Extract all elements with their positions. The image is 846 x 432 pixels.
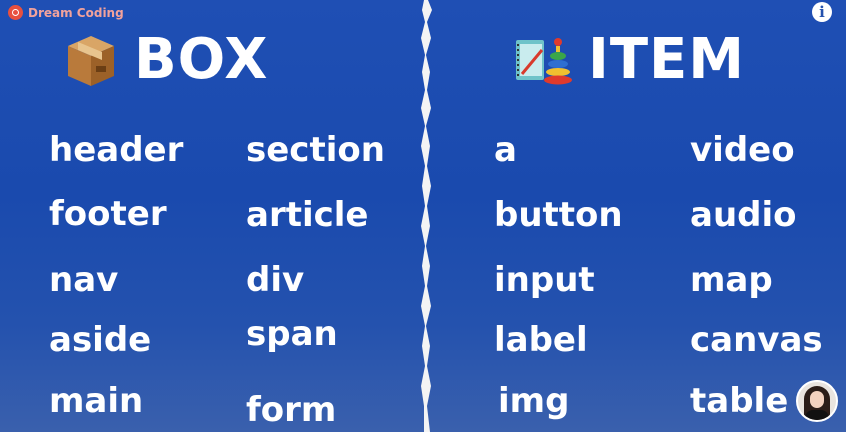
item-heading: ITEM (512, 28, 745, 92)
channel-brand: Dream Coding (8, 5, 124, 20)
item-word-audio: audio (690, 195, 797, 235)
box-word-header: header (49, 130, 184, 170)
presenter-avatar (796, 380, 838, 422)
box-word-aside: aside (49, 320, 152, 360)
item-word-a: a (494, 130, 517, 170)
box-word-span: span (246, 314, 338, 354)
item-word-table: table (690, 381, 789, 421)
box-word-article: article (246, 195, 369, 235)
box-word-section: section (246, 130, 385, 170)
box-word-main: main (49, 381, 144, 421)
brand-logo-icon (8, 5, 23, 20)
item-title: ITEM (588, 27, 746, 92)
box-heading: BOX (62, 28, 268, 92)
item-word-video: video (690, 130, 795, 170)
box-word-footer: footer (49, 194, 167, 234)
torn-divider (421, 0, 432, 432)
info-button[interactable]: i (812, 2, 832, 22)
item-word-input: input (494, 260, 595, 300)
item-word-img: img (498, 381, 570, 421)
box-word-div: div (246, 260, 305, 300)
item-word-map: map (690, 260, 773, 300)
box-word-form: form (246, 390, 337, 430)
brand-name: Dream Coding (28, 5, 124, 20)
box-word-nav: nav (49, 260, 119, 300)
box-title: BOX (134, 27, 269, 92)
item-word-label: label (494, 320, 588, 360)
item-word-button: button (494, 195, 623, 235)
cardboard-box-icon (68, 36, 114, 86)
item-word-canvas: canvas (690, 320, 823, 360)
notebook-and-toy-icon (516, 38, 572, 85)
